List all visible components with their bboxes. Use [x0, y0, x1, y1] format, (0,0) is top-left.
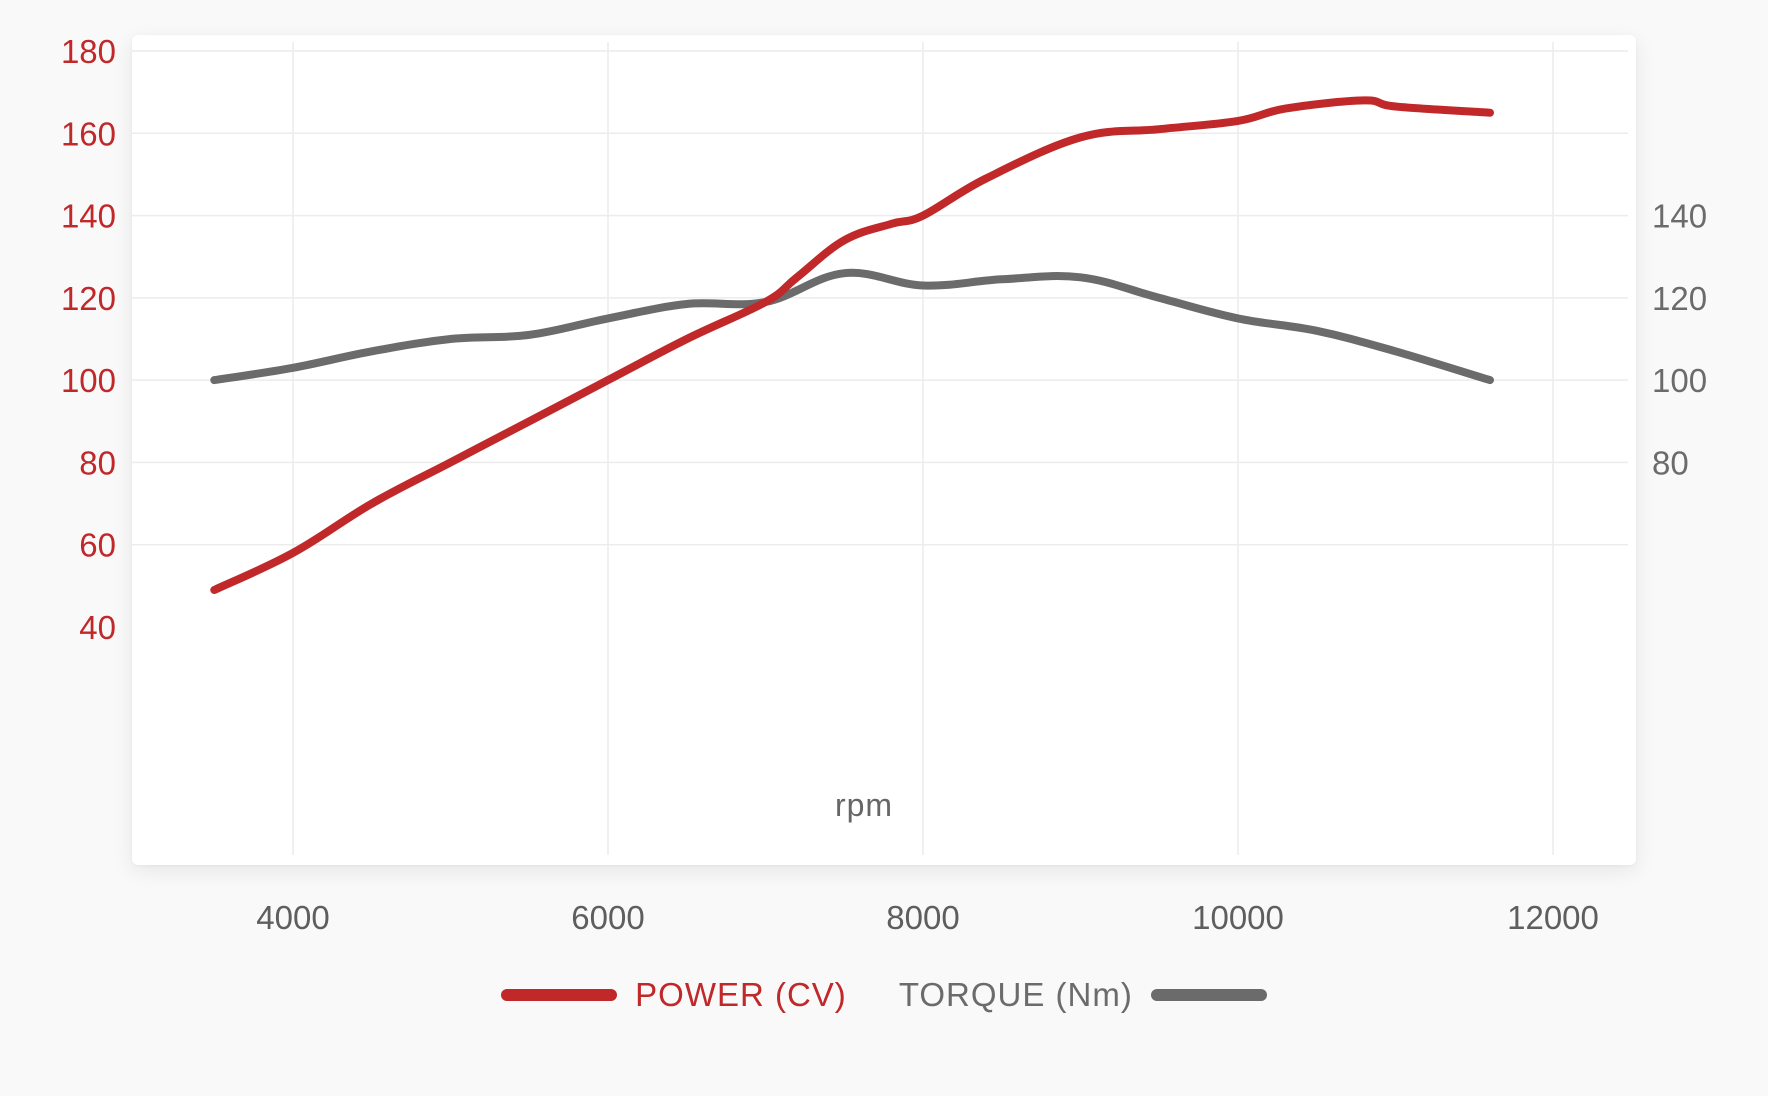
x-tick-label: 8000	[886, 899, 959, 936]
y-right-tick-label: 100	[1652, 362, 1707, 399]
series-line-power	[210, 96, 1494, 594]
legend-label-power: POWER (CV)	[635, 976, 847, 1013]
y-right-tick-label: 140	[1652, 198, 1707, 235]
y-left-tick-label: 140	[61, 198, 116, 235]
y-left-tick-label: 160	[61, 115, 116, 152]
y-right-tick-label: 80	[1652, 444, 1689, 481]
y-left-tick-label: 60	[79, 527, 116, 564]
grid	[132, 42, 1628, 855]
y-right-tick-label: 120	[1652, 280, 1707, 317]
series-line-torque	[210, 268, 1494, 385]
x-axis-label: rpm	[835, 787, 893, 823]
legend-label-torque: TORQUE (Nm)	[898, 976, 1133, 1013]
legend: POWER (CV) TORQUE (Nm)	[0, 970, 1768, 1020]
legend-swatch-power	[501, 989, 618, 1001]
x-tick-label: 6000	[571, 899, 644, 936]
y-left-tick-label: 40	[79, 609, 116, 646]
y-left-tick-label: 180	[61, 33, 116, 70]
legend-item-power[interactable]: POWER (CV)	[501, 976, 847, 1014]
legend-swatch-torque	[1150, 989, 1267, 1001]
plot-panel	[132, 35, 1636, 865]
x-tick-label: 10000	[1192, 899, 1284, 936]
y-left-tick-label: 120	[61, 280, 116, 317]
axis-ticks: 40 60 80 100 120 140 160 180 80 100 120 140 4000 6000…	[61, 33, 1707, 936]
x-tick-label: 4000	[256, 899, 329, 936]
x-tick-label: 12000	[1507, 899, 1599, 936]
legend-item-torque[interactable]: TORQUE (Nm)	[899, 976, 1267, 1014]
y-left-tick-label: 100	[61, 362, 116, 399]
series-lines	[210, 96, 1494, 594]
y-left-tick-label: 80	[79, 444, 116, 481]
